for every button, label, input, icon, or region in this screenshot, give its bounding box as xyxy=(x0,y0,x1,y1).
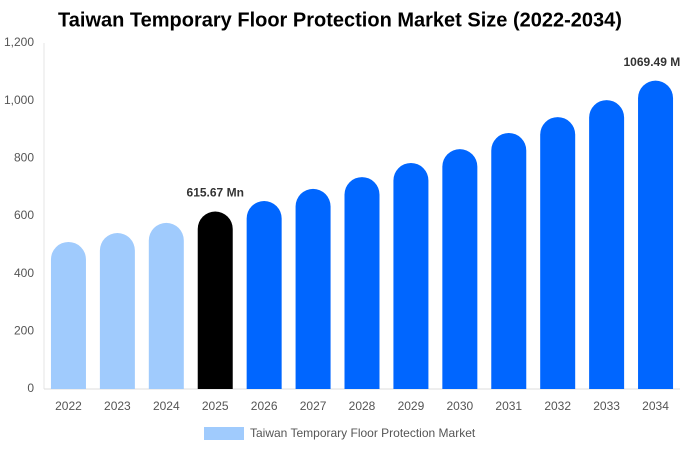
x-tick-label: 2034 xyxy=(642,399,669,413)
bar xyxy=(638,80,674,390)
bar xyxy=(197,211,233,389)
bar xyxy=(246,201,282,389)
y-tick-label: 400 xyxy=(14,266,34,280)
bar xyxy=(148,222,184,389)
legend-label: Taiwan Temporary Floor Protection Market xyxy=(250,426,476,440)
y-tick-label: 200 xyxy=(14,324,34,338)
bar xyxy=(589,100,625,389)
x-tick-label: 2022 xyxy=(55,399,82,413)
x-tick-label: 2027 xyxy=(300,399,327,413)
x-tick-label: 2026 xyxy=(251,399,278,413)
bar xyxy=(491,132,527,389)
bar xyxy=(50,241,86,389)
y-tick-label: 0 xyxy=(27,381,34,395)
y-tick-label: 1,200 xyxy=(4,35,34,49)
x-tick-label: 2032 xyxy=(544,399,571,413)
y-tick-label: 600 xyxy=(14,208,34,222)
x-tick-label: 2033 xyxy=(593,399,620,413)
y-tick-label: 1,000 xyxy=(4,93,34,107)
x-tick-label: 2028 xyxy=(349,399,376,413)
bar xyxy=(99,233,135,389)
value-label: 1069.49 Mn xyxy=(624,55,680,69)
bar xyxy=(295,188,331,389)
x-tick-label: 2030 xyxy=(446,399,473,413)
bar xyxy=(540,117,576,389)
bar xyxy=(393,162,429,389)
legend-swatch xyxy=(204,427,244,440)
bar xyxy=(344,177,380,389)
value-label: 615.67 Mn xyxy=(187,186,244,200)
x-tick-label: 2031 xyxy=(495,399,522,413)
y-tick-label: 800 xyxy=(14,151,34,165)
x-tick-label: 2025 xyxy=(202,399,229,413)
bar xyxy=(442,149,478,389)
chart-title: Taiwan Temporary Floor Protection Market… xyxy=(58,9,622,31)
x-tick-label: 2024 xyxy=(153,399,180,413)
x-tick-label: 2023 xyxy=(104,399,131,413)
x-tick-label: 2029 xyxy=(398,399,425,413)
